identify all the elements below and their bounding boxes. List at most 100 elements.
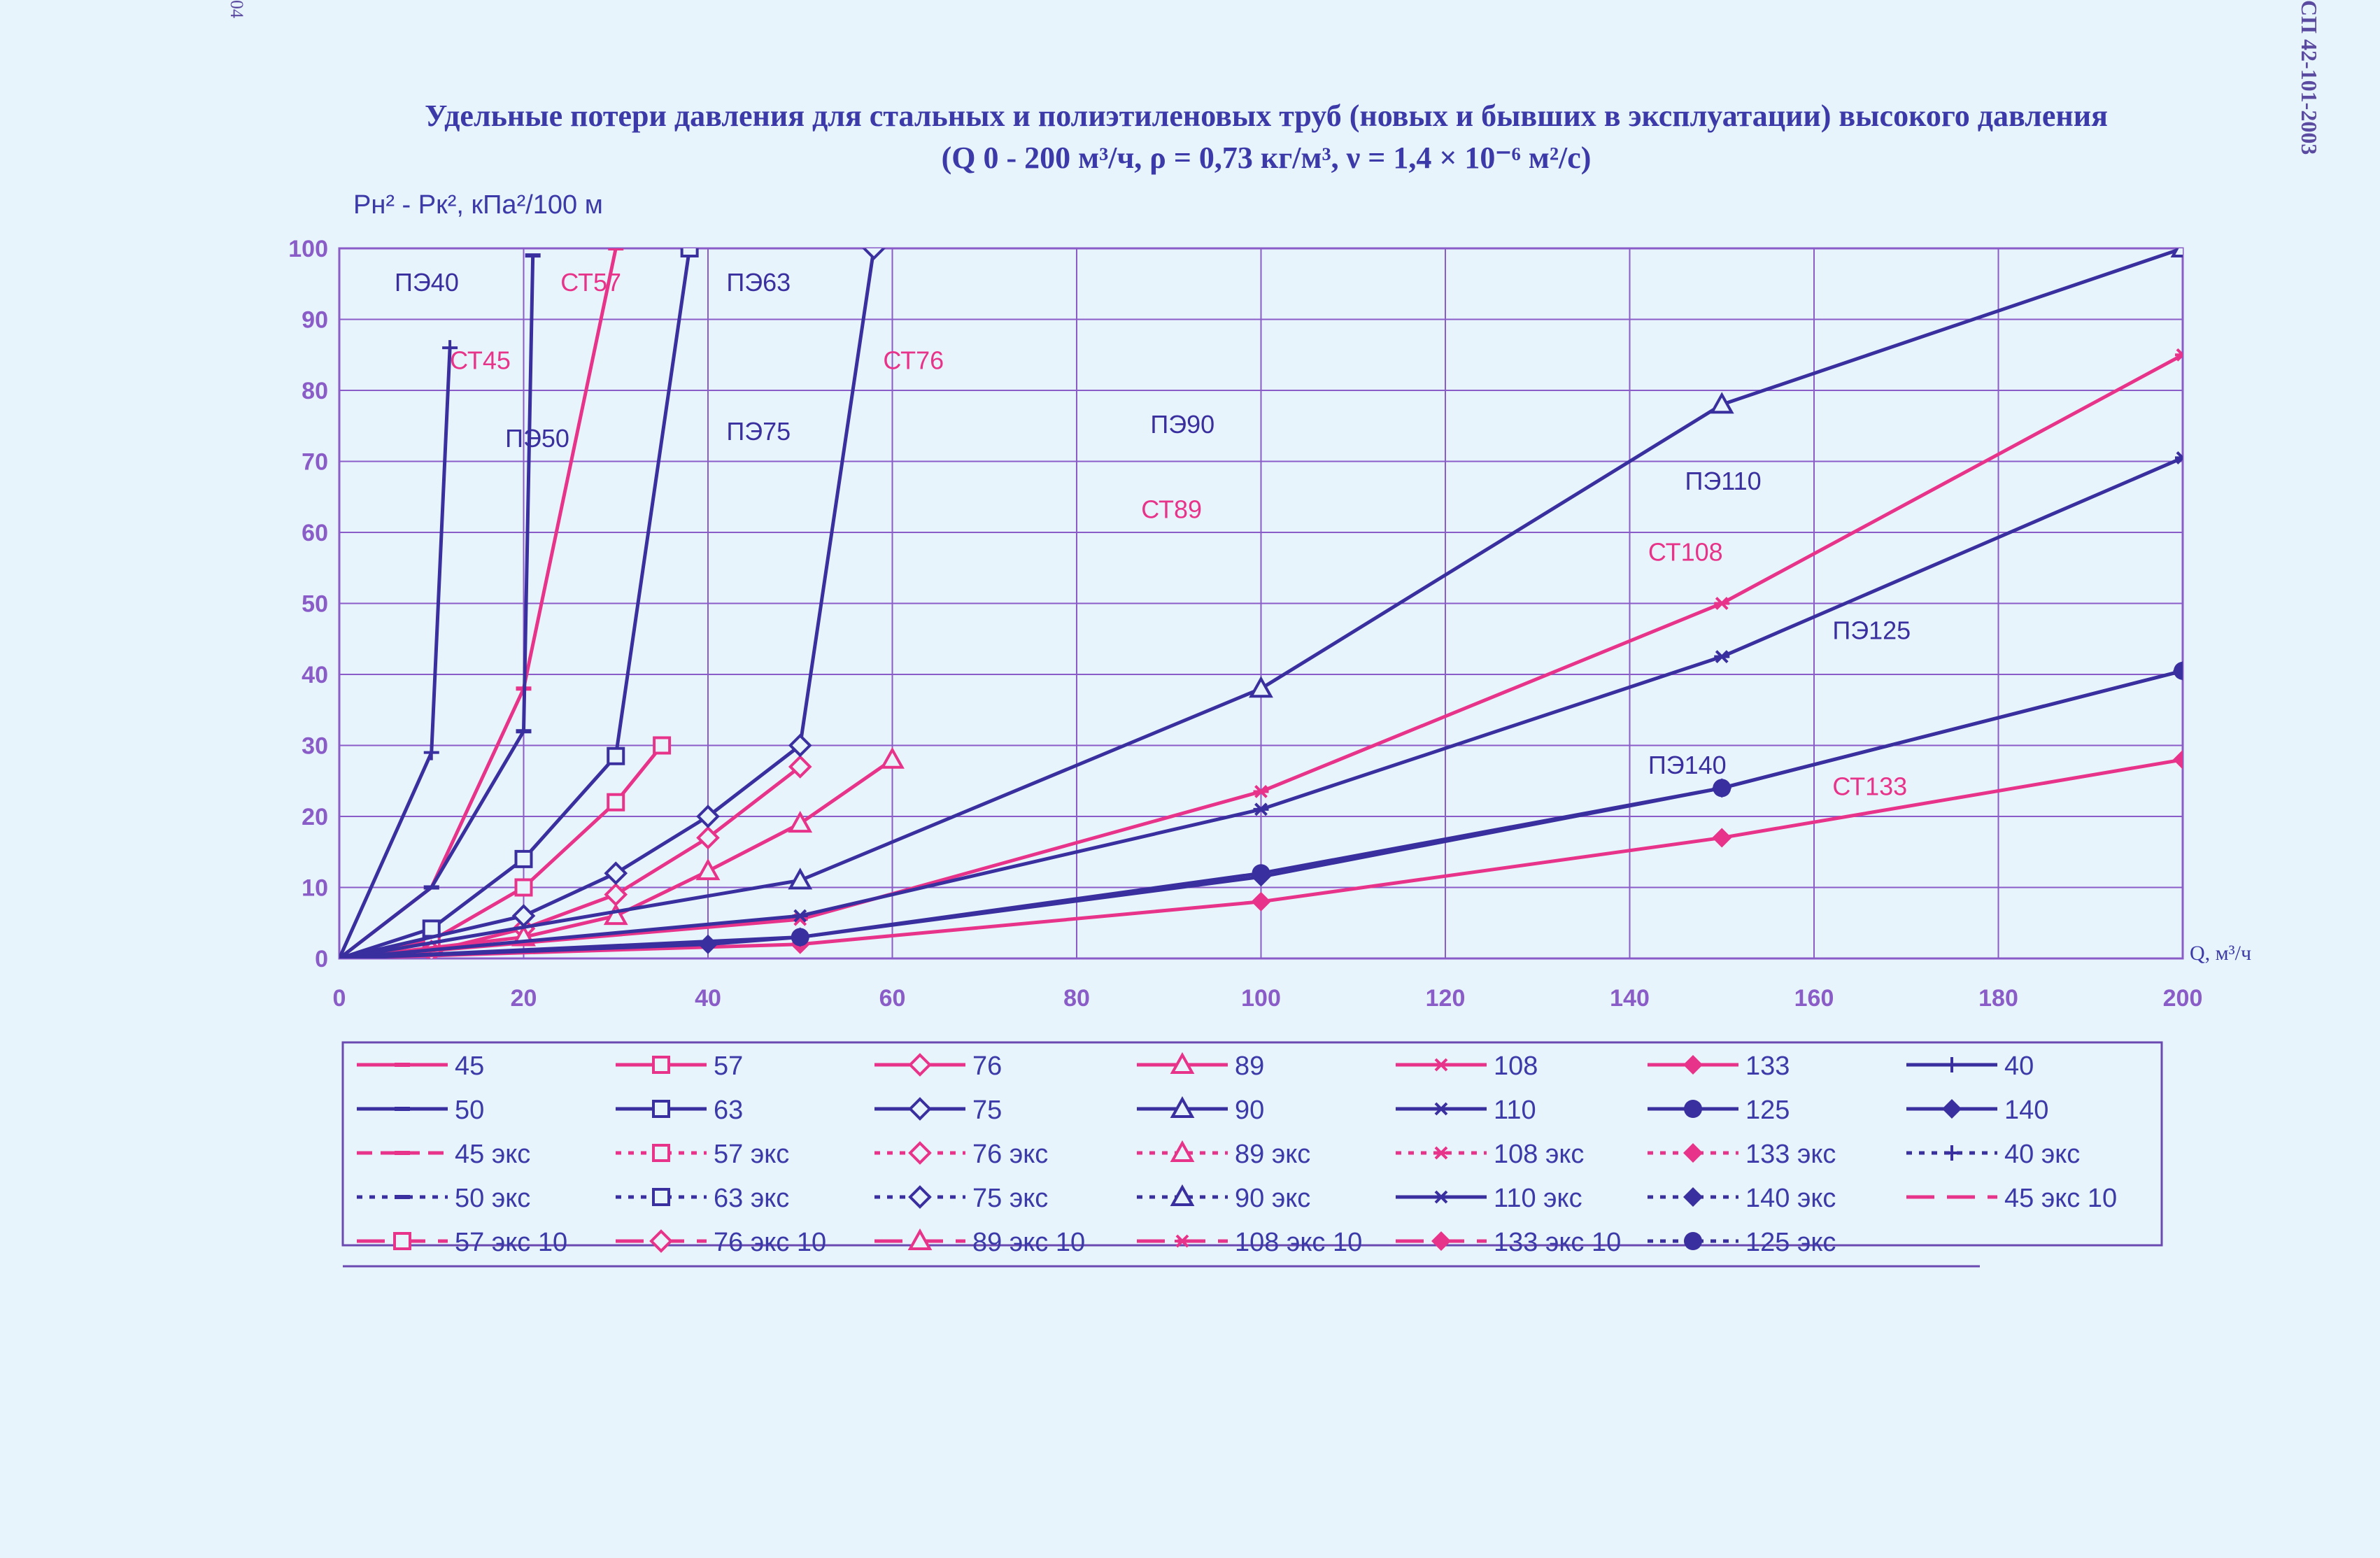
y-tick-label: 70 (302, 449, 328, 476)
series-line (339, 758, 893, 958)
legend-label: 40 (2004, 1051, 2034, 1081)
x-tick-label: 40 (695, 985, 721, 1012)
series-marker (2173, 749, 2183, 770)
legend-item: 45 экс (357, 1140, 530, 1169)
curve-label: ПЭ125 (1832, 616, 1911, 644)
series-line (339, 347, 452, 958)
y-tick-label: 0 (315, 946, 328, 972)
series-marker (696, 826, 720, 850)
series-line (339, 765, 802, 958)
legend-label: 63 экс (714, 1184, 789, 1213)
legend-item: 57 экс (616, 1140, 789, 1169)
legend-label: 108 экс 10 (1235, 1228, 1362, 1257)
legend-item: 133 экс (1648, 1140, 1836, 1169)
series-marker (422, 919, 441, 938)
series-marker (652, 1188, 670, 1206)
series-63 (339, 248, 699, 958)
curve-label: СТ108 (1648, 538, 1723, 567)
series-marker (1251, 891, 1271, 912)
legend-label: 76 (972, 1051, 1002, 1081)
series-marker (652, 1100, 670, 1118)
curve-label: ПЭ75 (726, 417, 791, 446)
legend-item: 133 экс 10 (1396, 1228, 1621, 1257)
x-tick-label: 80 (1063, 985, 1090, 1012)
legend-item: 125 (1648, 1096, 1790, 1125)
series-marker (649, 1229, 673, 1253)
chart-title-line1: Удельные потери давления для стальных и … (425, 99, 2108, 133)
series-76 (339, 755, 812, 958)
legend-item: 57 экс 10 (357, 1228, 567, 1257)
legend-label: 89 экс (1235, 1140, 1310, 1169)
legend-label: 50 (455, 1096, 484, 1125)
legend-item: 110 (1396, 1096, 1536, 1125)
x-tick-label: 60 (879, 985, 906, 1012)
legend-item: 108 экс 10 (1137, 1228, 1362, 1257)
legend-label: 110 экс (1494, 1184, 1582, 1213)
x-axis-label: Q, м³/ч (2190, 942, 2251, 965)
series-50 (339, 253, 541, 958)
legend-label: 133 экс 10 (1494, 1228, 1621, 1257)
y-tick-label: 10 (302, 875, 328, 902)
legend-item: 108 экс (1396, 1140, 1584, 1169)
legend-item: 75 экс (874, 1184, 1048, 1213)
series-marker (2170, 248, 2183, 257)
series-marker (1253, 785, 1269, 798)
legend-label: 140 экс (1745, 1184, 1836, 1213)
y-tick-label: 30 (302, 733, 328, 760)
series-marker (393, 1232, 411, 1250)
legend-label: 40 экс (2004, 1140, 2080, 1169)
series-marker (1944, 1057, 1960, 1072)
series-marker (1170, 1140, 1195, 1162)
legend-label: 75 экс (972, 1184, 1048, 1213)
series-line (339, 255, 535, 958)
legend-label: 57 экс 10 (455, 1228, 567, 1257)
series-marker (1942, 1099, 1962, 1119)
series-marker (607, 793, 625, 812)
y-tick-label: 40 (302, 662, 328, 688)
curve-label: ПЭ90 (1150, 410, 1214, 439)
x-tick-label: 20 (511, 985, 537, 1012)
legend-item: 89 экс (1137, 1140, 1310, 1169)
legend-label: 45 (455, 1051, 484, 1081)
legend-item: 63 экс (616, 1184, 789, 1213)
series-marker (788, 755, 812, 779)
y-tick-label: 20 (302, 804, 328, 830)
x-tick-label: 100 (1241, 985, 1281, 1012)
legend-item: 90 (1137, 1096, 1264, 1125)
series-marker (1712, 778, 1732, 798)
curve-label: ПЭ63 (726, 268, 791, 297)
series-marker (442, 340, 458, 356)
legend-label: 108 экс (1494, 1140, 1584, 1169)
legend-label: 125 (1745, 1096, 1790, 1125)
y-tick-label: 50 (302, 591, 328, 618)
curve-label: ПЭ40 (395, 268, 459, 297)
series-marker (2175, 451, 2183, 465)
series-89 (339, 746, 905, 958)
legend-label: 63 (714, 1096, 743, 1125)
legend-item: 133 (1648, 1051, 1790, 1081)
x-tick-label: 0 (333, 985, 346, 1012)
series-marker (862, 248, 886, 260)
series-marker (788, 733, 812, 758)
series-marker (696, 805, 720, 828)
series-marker (652, 1056, 670, 1074)
axis-ticks: 0 20 40 60 80 100 120 140 160 180 200 0 10 20 30 40 50 60… (288, 236, 2202, 1012)
series-40 (339, 340, 458, 958)
series-marker (1433, 1102, 1449, 1116)
document-side-label: СП 42-101-2003 (2297, 0, 2322, 155)
series-marker (907, 1228, 933, 1250)
curve-label: СТ57 (560, 268, 621, 297)
series-75 (339, 248, 886, 958)
x-tick-label: 120 (1426, 985, 1466, 1012)
legend-item: 75 (874, 1096, 1002, 1125)
legend-label: 75 (972, 1096, 1002, 1125)
series-marker (1683, 1055, 1703, 1075)
legend-item: 140 экс (1648, 1184, 1836, 1213)
series-marker (908, 1185, 932, 1209)
series-marker (788, 867, 813, 890)
series-marker (1683, 1143, 1703, 1163)
page-corner-number: 04 (227, 0, 247, 18)
series-lines (339, 248, 2183, 958)
series-marker (908, 1053, 932, 1077)
series-marker (1684, 1232, 1702, 1250)
